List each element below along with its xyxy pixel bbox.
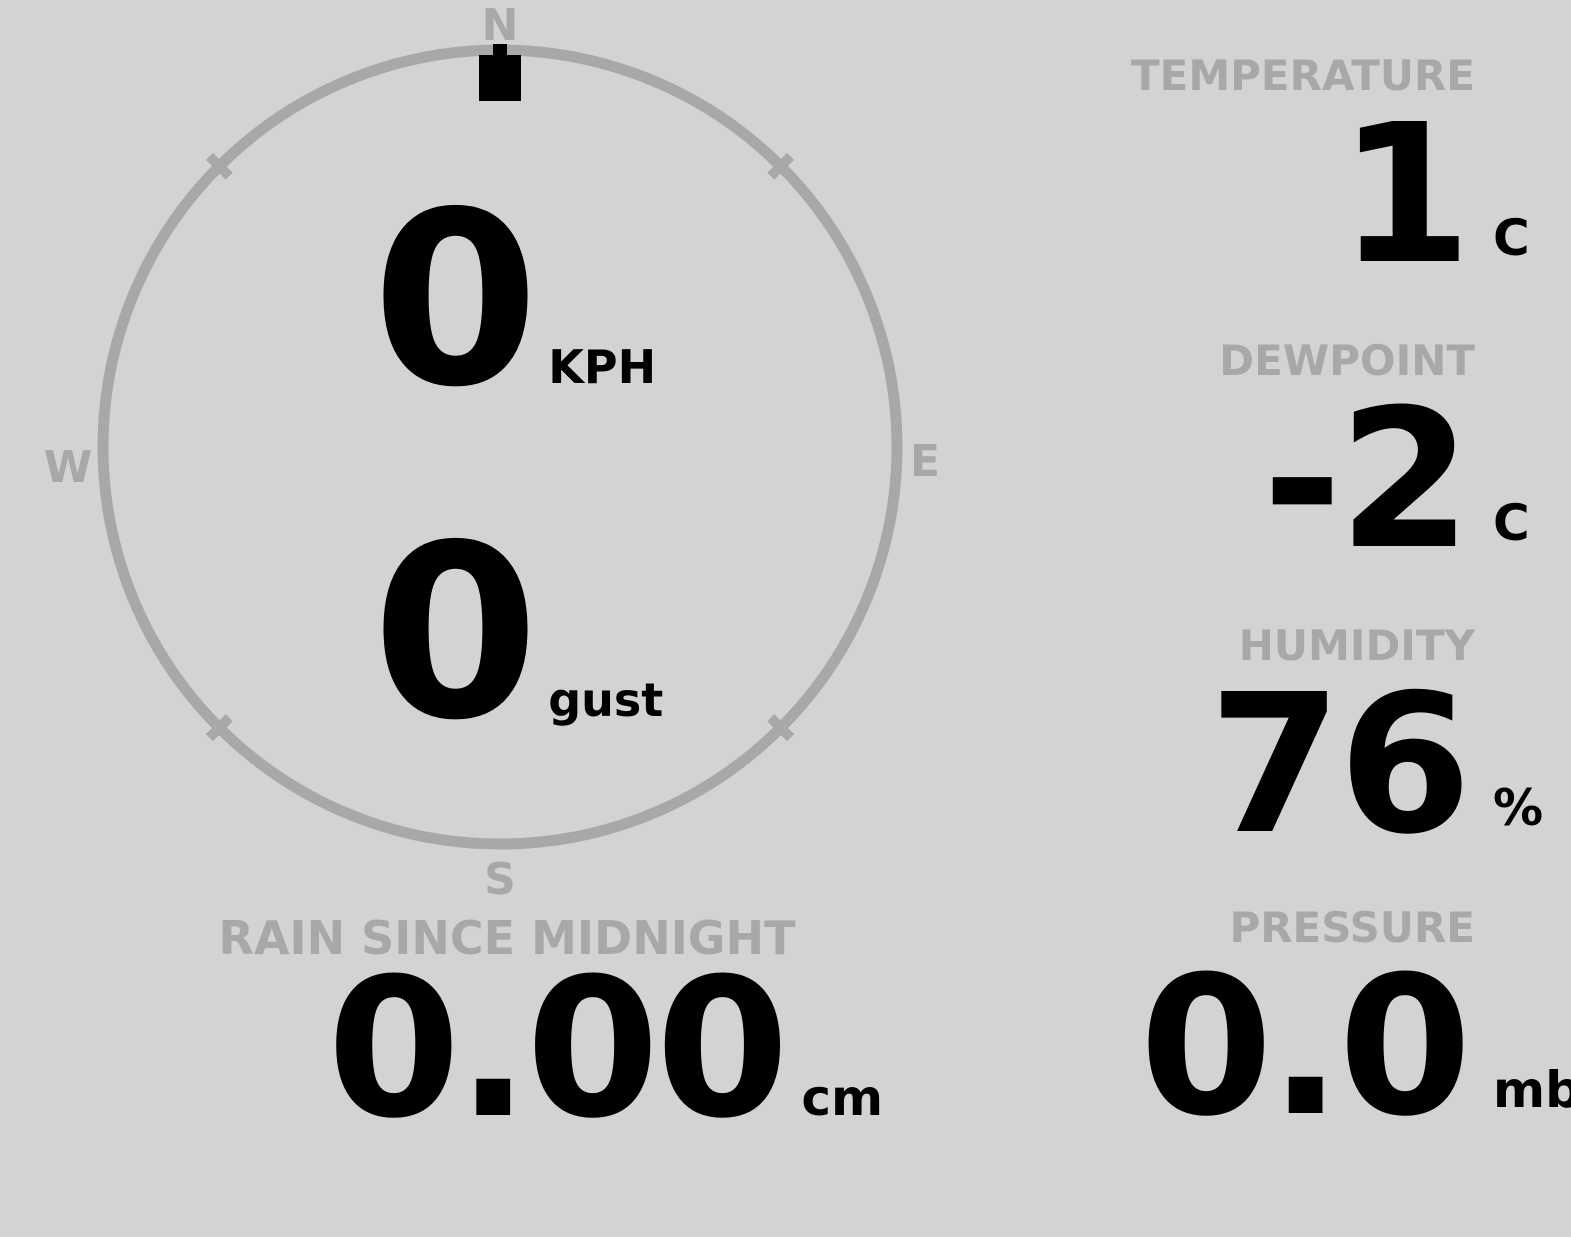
wind-speed-unit: KPH xyxy=(548,340,657,394)
wind-speed-row: 0 KPH xyxy=(372,180,656,420)
pressure-value: 0.0 xyxy=(1139,936,1471,1159)
cardinal-east-label: E xyxy=(909,436,941,487)
compass-tick-sw-icon xyxy=(205,714,233,742)
compass-tick-nw-icon xyxy=(205,152,233,180)
wind-gust-label: gust xyxy=(548,673,664,727)
pressure-unit: mb xyxy=(1493,1061,1571,1119)
rain-unit: cm xyxy=(801,1069,884,1127)
humidity-unit: % xyxy=(1493,779,1544,837)
wind-gust-value: 0 xyxy=(372,493,539,773)
north-tick-icon xyxy=(493,44,507,58)
temperature-unit: C xyxy=(1493,209,1530,267)
dewpoint-label: DEWPOINT xyxy=(1219,336,1475,385)
wind-gust-row: 0 gust xyxy=(372,513,663,753)
wind-speed-value: 0 xyxy=(372,160,539,440)
dewpoint-value: -2 xyxy=(1262,369,1471,592)
wind-marker-group xyxy=(479,44,521,101)
rain-value: 0.00 xyxy=(327,938,789,1161)
pressure-label: PRESSURE xyxy=(1229,903,1475,952)
temperature-label: TEMPERATURE xyxy=(1131,51,1475,100)
humidity-label: HUMIDITY xyxy=(1238,621,1475,670)
compass-tick-se-icon xyxy=(767,714,795,742)
cardinal-south-label: S xyxy=(484,854,516,905)
compass-tick-ne-icon xyxy=(767,152,795,180)
rain-row: 0.00 cm xyxy=(327,954,883,1146)
cardinal-north-label: N xyxy=(481,0,519,51)
rain-title: RAIN SINCE MIDNIGHT xyxy=(218,911,796,965)
dewpoint-unit: C xyxy=(1493,494,1530,552)
temperature-value: 1 xyxy=(1338,84,1472,307)
cardinal-west-label: W xyxy=(43,442,93,493)
humidity-value: 76 xyxy=(1208,654,1471,877)
wind-direction-marker-icon xyxy=(479,55,521,101)
